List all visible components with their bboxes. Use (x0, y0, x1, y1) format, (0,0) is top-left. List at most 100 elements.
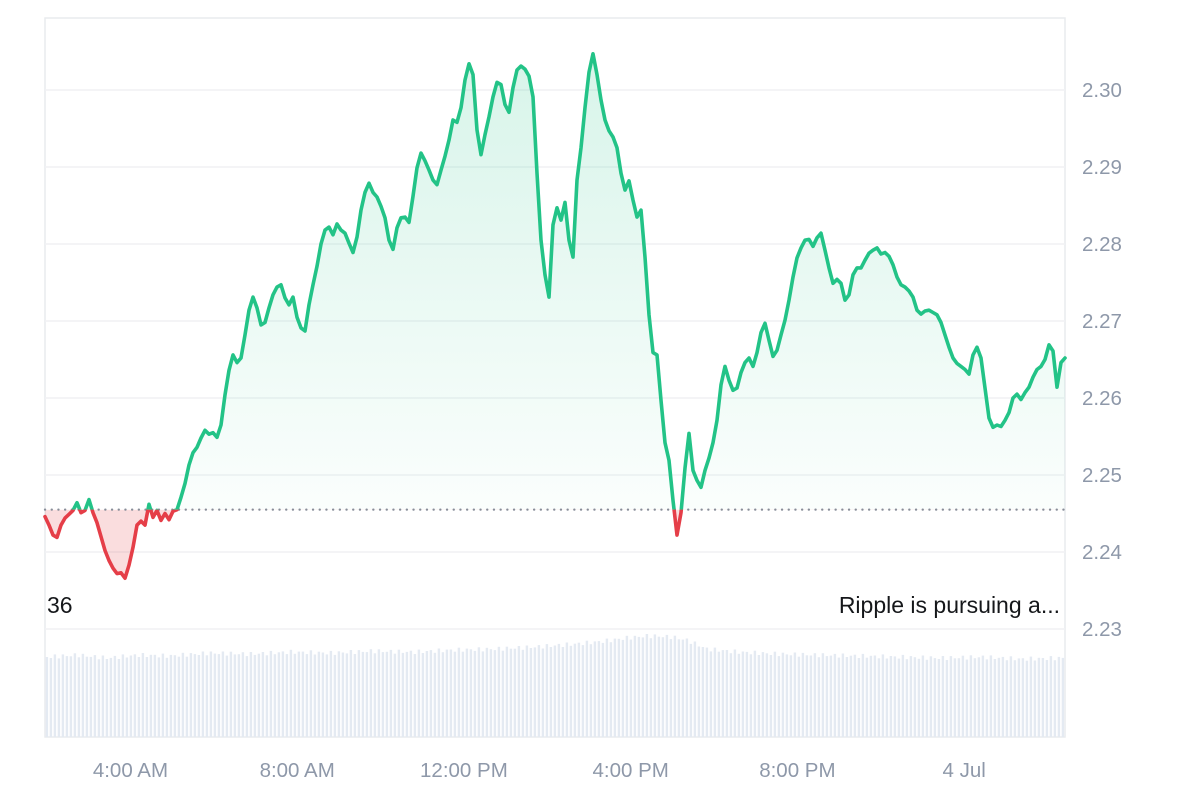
volume-bar (1013, 660, 1017, 737)
volume-bar (841, 653, 845, 737)
x-tick-label: 8:00 AM (260, 759, 335, 782)
volume-bar (53, 654, 57, 737)
volume-bar (101, 655, 105, 737)
volume-bar (577, 642, 581, 737)
volume-bar (1041, 658, 1045, 737)
volume-bar (149, 654, 153, 737)
y-tick-label: 2.26 (1082, 387, 1122, 410)
volume-bar (569, 645, 573, 737)
y-tick-label: 2.24 (1082, 541, 1122, 564)
volume-bar (529, 648, 533, 737)
volume-bar (833, 653, 837, 737)
x-tick-label: 4 Jul (942, 759, 985, 782)
volume-bar (93, 655, 97, 737)
volume-bar (1053, 660, 1057, 737)
volume-bar (497, 646, 501, 737)
volume-bar (897, 658, 901, 737)
volume-bar (581, 645, 585, 737)
volume-bar (257, 653, 261, 737)
volume-bar (865, 657, 869, 737)
volume-bar (945, 660, 949, 737)
volume-bar (685, 638, 689, 737)
volume-bar (205, 655, 209, 737)
volume-bar (997, 657, 1001, 737)
volume-bar (265, 655, 269, 737)
volume-bar (145, 657, 149, 737)
price-line-up[interactable] (45, 52, 1067, 578)
volume-bar (961, 655, 965, 737)
volume-bar (245, 656, 249, 737)
volume-bar (573, 643, 577, 737)
x-axis-labels: 4:00 AM 8:00 AM 12:00 PM 4:00 PM 8:00 PM 4 Ju… (93, 759, 986, 782)
volume-bar (749, 654, 753, 737)
volume-bar (45, 657, 49, 737)
volume-bar (365, 652, 369, 737)
volume-bar (89, 656, 93, 737)
volume-bar (409, 650, 413, 737)
volume-bar (777, 656, 781, 737)
volume-bar (153, 654, 157, 737)
volume-bars (45, 634, 1065, 737)
volume-bar (913, 657, 917, 737)
volume-bar (541, 648, 545, 737)
volume-bar (381, 652, 385, 737)
volume-bar (761, 652, 765, 737)
news-annotation-left[interactable]: 36 (47, 592, 73, 618)
volume-bar (169, 654, 173, 737)
volume-bar (513, 648, 517, 737)
volume-bar (977, 657, 981, 737)
volume-bar (341, 652, 345, 737)
volume-bar (253, 654, 257, 737)
volume-bar (305, 654, 309, 737)
volume-bar (1037, 657, 1041, 737)
volume-bar (209, 651, 213, 737)
volume-bar (673, 635, 677, 737)
volume-bar (969, 655, 973, 737)
volume-bar (389, 649, 393, 737)
volume-bar (781, 652, 785, 737)
volume-bar (133, 654, 137, 737)
volume-bar (233, 654, 237, 737)
volume-bar (65, 656, 69, 737)
volume-bar (405, 651, 409, 737)
volume-bar (85, 656, 89, 737)
volume-bar (853, 654, 857, 737)
volume-bar (181, 652, 185, 737)
volume-bar (105, 659, 109, 737)
volume-bar (357, 650, 361, 737)
volume-bar (81, 653, 85, 737)
volume-bar (677, 639, 681, 737)
volume-bar (337, 651, 341, 737)
volume-bar (489, 649, 493, 737)
volume-bar (925, 659, 929, 737)
volume-bar (1033, 660, 1037, 737)
volume-bar (117, 659, 121, 737)
volume-bar (857, 658, 861, 737)
volume-bar (413, 654, 417, 737)
volume-bar (1017, 658, 1021, 737)
volume-bar (593, 641, 597, 737)
volume-bar (241, 652, 245, 737)
volume-bar (297, 651, 301, 737)
volume-bar (1001, 656, 1005, 737)
volume-bar (697, 646, 701, 737)
volume-bar (829, 655, 833, 737)
volume-bar (989, 655, 993, 737)
volume-bar (425, 651, 429, 737)
volume-bar (641, 637, 645, 737)
volume-bar (309, 650, 313, 737)
volume-bar (657, 636, 661, 737)
volume-bar (97, 659, 101, 737)
volume-bar (185, 656, 189, 737)
volume-bar (1005, 660, 1009, 737)
volume-bar (229, 651, 233, 737)
volume-bar (693, 641, 697, 737)
volume-bar (517, 646, 521, 737)
volume-bar (501, 650, 505, 737)
volume-bar (1045, 660, 1049, 737)
volume-bar (973, 658, 977, 737)
volume-bar (709, 651, 713, 737)
volume-bar (813, 653, 817, 737)
news-annotation-right[interactable]: Ripple is pursuing a... (838, 592, 1060, 618)
